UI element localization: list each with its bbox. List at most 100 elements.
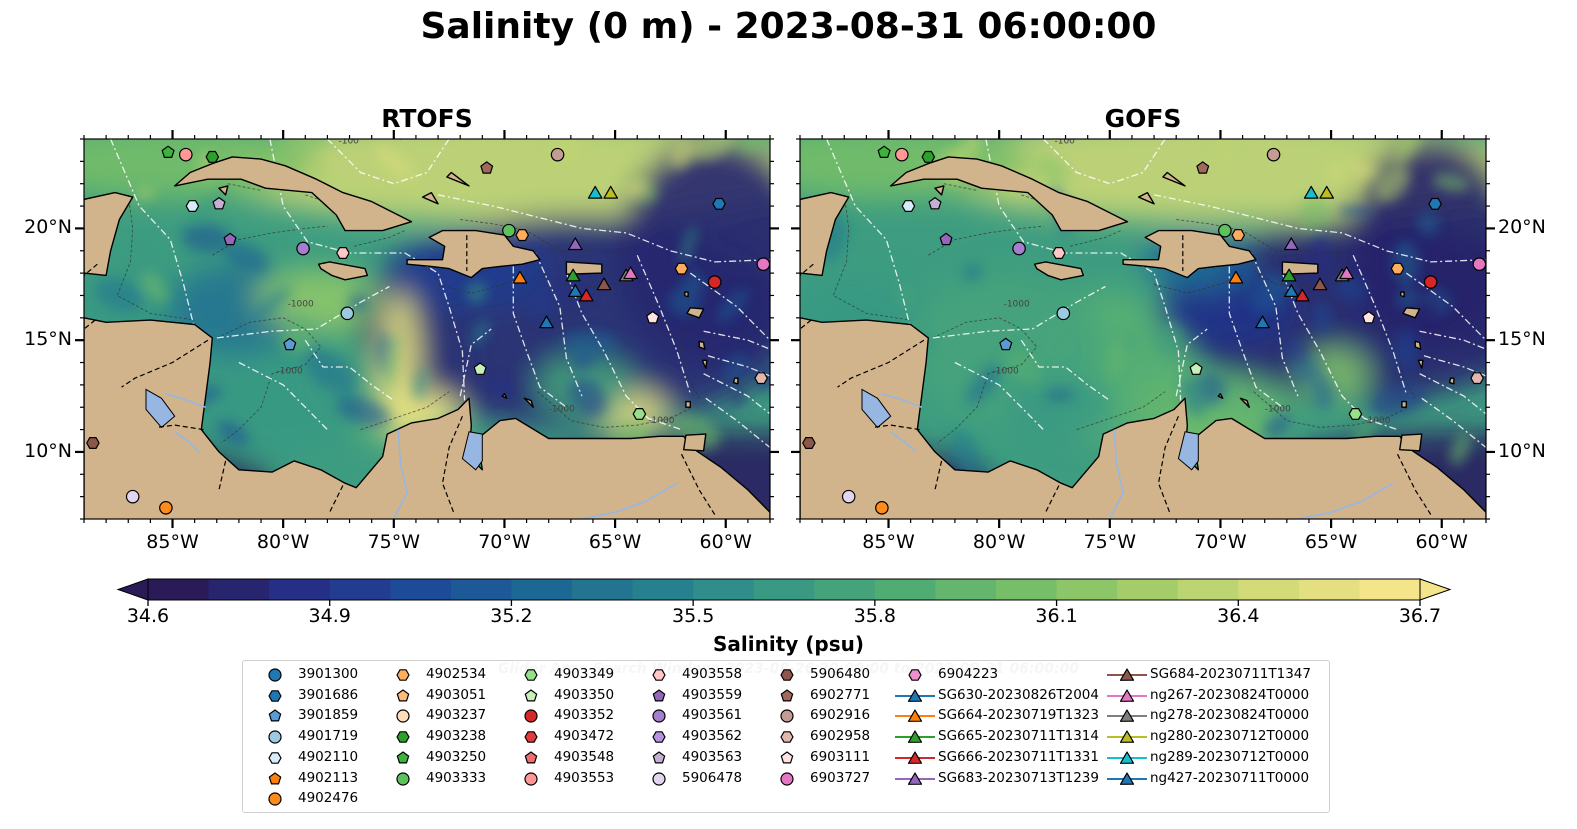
y-tick-label: 15°N — [24, 328, 72, 351]
obs-marker-SG666-20230711T1331 — [1295, 288, 1310, 302]
legend-label: ng427-20230711T0000 — [1150, 769, 1310, 786]
colorbar-segment — [511, 579, 573, 600]
legend-label: SG665-20230711T1314 — [938, 728, 1099, 745]
legend-symbol — [652, 669, 666, 681]
legend-symbol — [652, 689, 666, 702]
legend-symbol — [780, 689, 794, 702]
colorbar-segment — [996, 579, 1058, 600]
legend-symbol — [268, 751, 282, 764]
legend-symbol — [396, 751, 410, 764]
obs-marker-6902771 — [480, 161, 494, 174]
legend-symbol — [268, 709, 282, 722]
legend-symbol — [268, 771, 282, 784]
legend-marker-hexagon — [780, 669, 794, 681]
obs-marker-ng289-20230712T0000 — [1303, 185, 1319, 199]
isobath-label: -1000 — [549, 405, 575, 415]
colorbar-segment — [269, 579, 331, 600]
obs-marker-4903238 — [921, 150, 936, 163]
legend-label: 6902958 — [810, 728, 871, 745]
legend-label: 4902534 — [426, 666, 487, 682]
legend-label: 4903333 — [426, 769, 487, 786]
legend-label: 3901300 — [298, 666, 359, 682]
legend-label: 4903472 — [554, 728, 615, 745]
legend-marker-triangle — [1107, 730, 1147, 743]
legend-symbol — [652, 751, 666, 764]
colorbar-segment — [329, 579, 391, 600]
obs-marker-6903727 — [756, 257, 770, 271]
obs-marker-SG665-20230711T1314 — [1281, 268, 1297, 282]
obs-marker-4903333 — [502, 223, 516, 238]
colorbar-segment — [814, 579, 876, 600]
legend-symbol — [1119, 668, 1135, 681]
observation-markers — [802, 145, 1486, 515]
figure-title: Salinity (0 m) - 2023-08-31 06:00:00 — [420, 6, 1157, 47]
obs-marker-4902534 — [1231, 229, 1245, 242]
axes-frame — [83, 138, 771, 520]
legend-marker-triangle — [895, 751, 935, 764]
legend-label: 4903562 — [682, 728, 743, 745]
obs-marker-4902534 — [515, 229, 529, 242]
obs-marker-4903558 — [336, 247, 350, 259]
observation-markers — [86, 145, 770, 515]
x-tick-label: 65°W — [588, 531, 642, 553]
colorbar — [116, 578, 1452, 606]
legend-marker-circle — [396, 709, 410, 723]
obs-marker-4903561 — [296, 241, 310, 256]
colorbar-tick-label: 36.1 — [1035, 605, 1078, 627]
legend-symbol — [396, 771, 410, 786]
legend-marker-pentagon — [524, 751, 538, 764]
obs-marker-4902534 — [1390, 262, 1405, 275]
legend-symbol — [268, 792, 282, 806]
x-tick-label: 65°W — [1304, 531, 1358, 553]
x-tick-label: 60°W — [1415, 531, 1468, 553]
colorbar-segment — [208, 579, 270, 600]
legend-marker-circle — [652, 709, 666, 723]
legend-label: SG683-20230713T1239 — [938, 769, 1099, 786]
colorbar-segment — [1359, 579, 1421, 600]
legend-label: 4903238 — [426, 728, 487, 745]
legend-symbol — [524, 731, 538, 743]
obs-marker-4903250 — [161, 145, 175, 158]
legend-marker-pentagon — [652, 689, 666, 702]
legend-symbol — [1119, 771, 1135, 785]
legend-symbol — [524, 669, 538, 681]
colorbar-segment — [1117, 579, 1179, 600]
obs-marker-6903111 — [1362, 311, 1376, 324]
isobath-label: -1000 — [1004, 300, 1030, 310]
x-tick-label: 75°W — [367, 531, 421, 553]
legend-marker-hexagon — [652, 669, 666, 681]
obs-marker-ng427-20230711T0000 — [539, 315, 554, 329]
isobath-label: -100 — [338, 136, 359, 146]
legend-marker-circle — [268, 668, 282, 682]
legend-symbol — [907, 771, 923, 785]
obs-marker-4903349 — [1348, 408, 1363, 420]
obs-marker-6902916 — [1266, 147, 1281, 162]
colorbar-extend-low — [116, 578, 149, 601]
obs-marker-4903250 — [877, 145, 891, 158]
legend-label: 6904223 — [938, 666, 999, 682]
y-tick-label: 10°N — [24, 439, 72, 462]
legend-label: 6903111 — [810, 748, 871, 765]
legend-label: 6902771 — [810, 686, 871, 703]
legend-marker-triangle — [895, 709, 935, 723]
legend: 3901300 3901686 3901859 4901719 4902110 49021… — [242, 660, 1330, 813]
axis-ticks — [75, 130, 779, 528]
legend-symbol — [780, 771, 794, 786]
x-tick-label: 75°W — [1083, 531, 1137, 553]
legend-label: 4903051 — [426, 686, 487, 703]
y-tick-label: 20°N — [24, 216, 72, 239]
obs-marker-ng267-20230824T0000 — [1339, 266, 1354, 280]
obs-marker-6902958 — [754, 372, 768, 385]
colorbar-segment — [1298, 579, 1361, 600]
colorbar-tick-label: 34.9 — [308, 605, 351, 627]
x-tick-label: 80°W — [256, 531, 310, 553]
obs-marker-SG630-20230826T2004 — [1284, 284, 1299, 297]
legend-marker-hexagon — [652, 731, 666, 743]
obs-marker-ng280-20230712T0000 — [603, 185, 618, 199]
obs-marker-4903553 — [178, 147, 193, 162]
legend-marker-triangle — [1107, 751, 1147, 764]
colorbar-segment — [450, 579, 513, 600]
legend-label: 5906478 — [682, 769, 743, 786]
obs-marker-4902110 — [185, 200, 200, 212]
legend-label: 6903727 — [810, 769, 871, 786]
